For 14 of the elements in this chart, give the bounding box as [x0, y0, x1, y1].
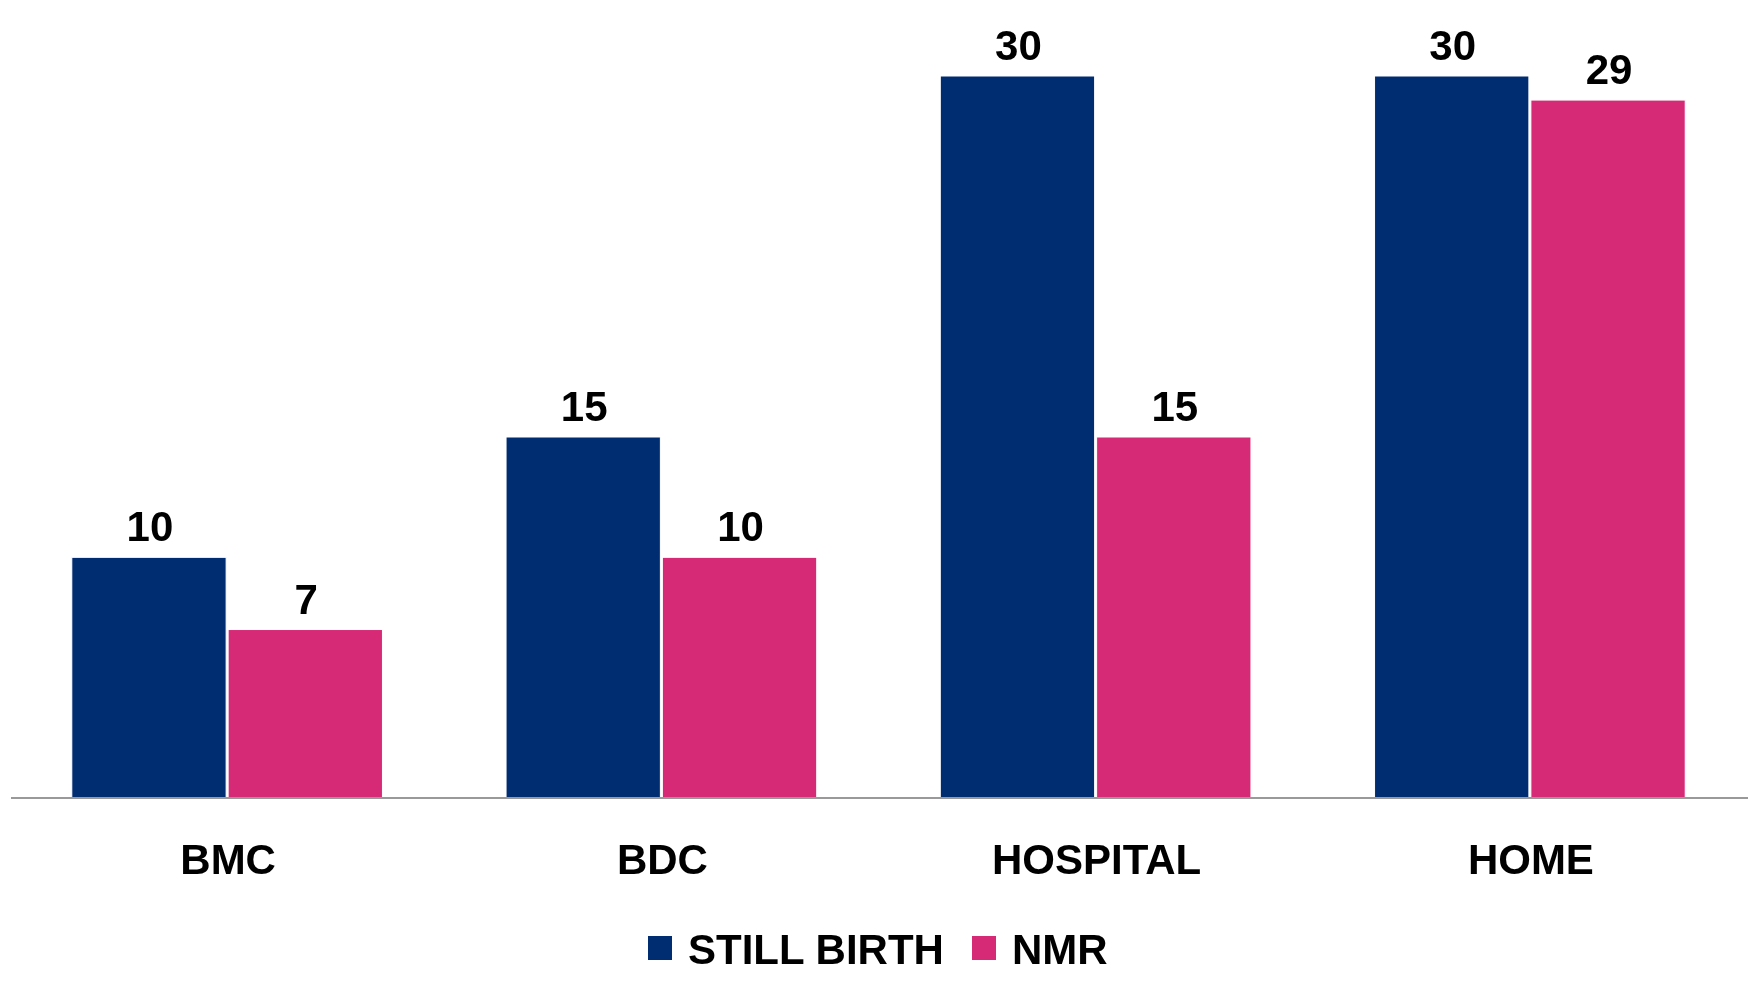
data-label: 15	[560, 383, 608, 430]
data-label: 7	[294, 575, 318, 623]
x-tick-label: HOSPITAL	[992, 836, 1202, 883]
data-label: 10	[126, 503, 174, 551]
data-label: 29	[1585, 46, 1633, 94]
data-label: 10	[717, 503, 764, 551]
x-tick-label: BMC	[180, 836, 276, 883]
x-tick-label: HOME	[1467, 836, 1594, 883]
data-label: 30	[1429, 22, 1477, 69]
legend-label: NMR	[1012, 926, 1108, 973]
data-label: 15	[1151, 383, 1199, 430]
legend-label: STILL BIRTH	[688, 926, 944, 973]
x-tick-label: BDC	[616, 836, 708, 883]
data-label: 30	[995, 22, 1042, 69]
